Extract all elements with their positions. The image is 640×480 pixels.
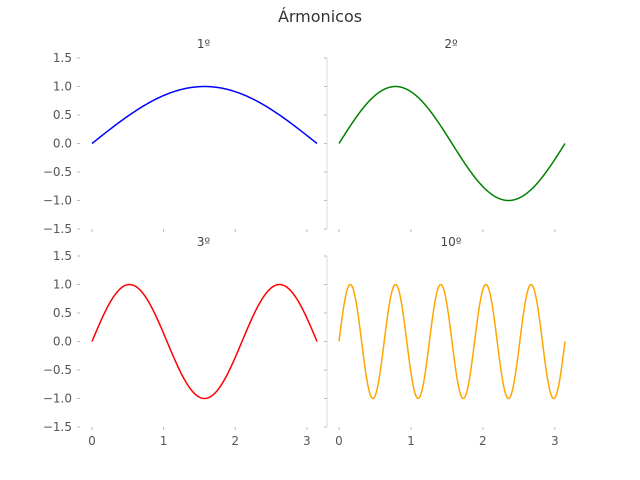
subplot-2: 2º	[324, 37, 566, 232]
series-line	[91, 85, 318, 145]
subplot-title: 10º	[441, 235, 462, 249]
y-tick-label: 0.0	[53, 137, 72, 151]
x-tick-label: 1	[407, 434, 415, 448]
x-tick-label: 1	[160, 434, 168, 448]
subplot-title: 2º	[444, 37, 458, 51]
y-tick-label: 1.5	[53, 249, 72, 263]
y-tick-label: 0.0	[53, 335, 72, 349]
y-tick-label: 0.5	[53, 108, 72, 122]
y-tick-label: −1.5	[43, 222, 72, 236]
y-tick-label: 1.5	[53, 51, 72, 65]
x-tick-label: 2	[231, 434, 239, 448]
x-tick-label: 0	[88, 434, 96, 448]
y-tick-label: −0.5	[43, 363, 72, 377]
y-tick-label: −1.0	[43, 194, 72, 208]
subplot-title: 1º	[197, 37, 211, 51]
y-tick-label: −1.5	[43, 420, 72, 434]
series-line	[91, 283, 318, 400]
subplot-title: 3º	[197, 235, 211, 249]
x-tick-label: 3	[551, 434, 559, 448]
subplot-4: 10º 0 1 2 3	[324, 235, 566, 448]
series-line	[338, 85, 566, 202]
y-tick-label: −1.0	[43, 392, 72, 406]
subplot-3: 3º −1.5 −1.0 −0.5 0.0 0.5 1.0 1.5 0 1 2 3	[43, 235, 318, 448]
series-line	[338, 283, 566, 400]
x-tick-label: 2	[479, 434, 487, 448]
figure-title: Ármonicos	[278, 7, 362, 26]
y-tick-label: −0.5	[43, 165, 72, 179]
y-tick-label: 1.0	[53, 80, 72, 94]
y-tick-label: 1.0	[53, 278, 72, 292]
subplot-grid: 1º −1.5 −1.0 −0.5 0.0 0.5 1.0 1.5 2º 3º −1.5 −1.0 −0…	[43, 37, 566, 448]
y-tick-label: 0.5	[53, 306, 72, 320]
subplot-1: 1º −1.5 −1.0 −0.5 0.0 0.5 1.0 1.5	[43, 37, 318, 236]
x-tick-label: 0	[335, 434, 343, 448]
x-tick-label: 3	[303, 434, 311, 448]
